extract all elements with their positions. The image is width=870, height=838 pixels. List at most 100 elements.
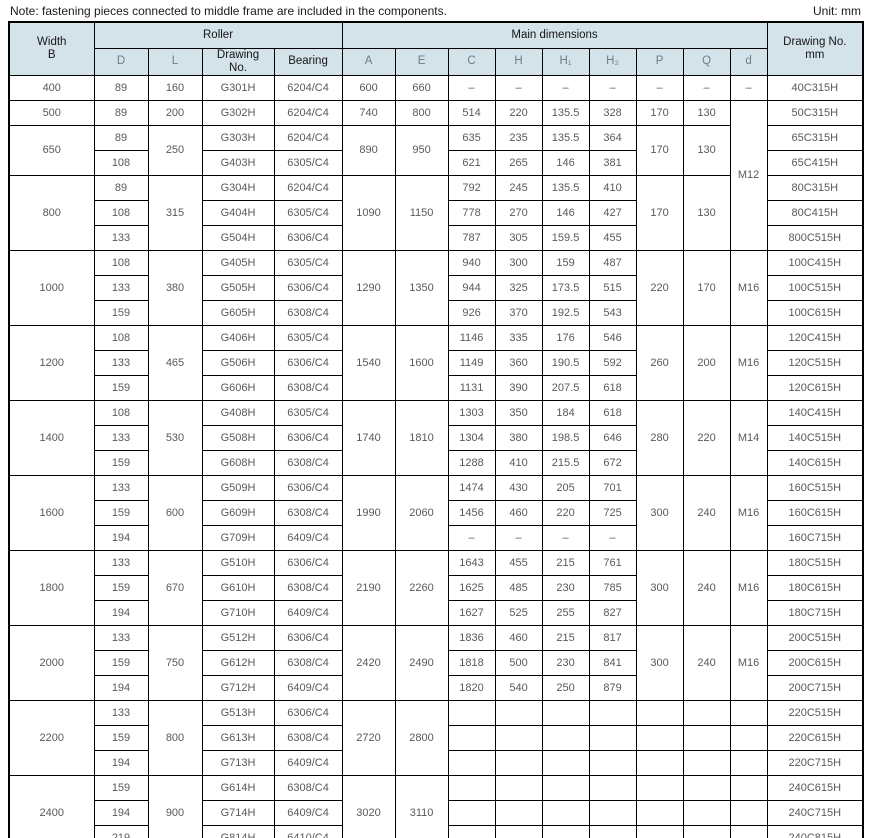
table-cell: 1643 <box>447 549 496 576</box>
table-cell: 2490 <box>394 624 449 701</box>
table-cell: – <box>729 74 768 101</box>
table-row: 2200 133 800 G513H 6306/C4 2720 2800 220C515H <box>8 699 864 776</box>
table-cell: 315 <box>147 174 203 251</box>
table-cell: 190.5 <box>541 349 590 376</box>
table-cell <box>635 824 684 838</box>
table-cell: G710H <box>201 599 275 626</box>
table-cell: 500 <box>494 649 543 676</box>
header-h: H <box>494 48 543 76</box>
table-cell <box>447 774 496 801</box>
table-cell: 240C615H <box>766 774 864 801</box>
table-cell: 817 <box>588 624 637 651</box>
table-cell: 89 <box>93 174 149 201</box>
table-cell: 140C515H <box>766 424 864 451</box>
table-cell: G408H <box>201 399 275 426</box>
table-cell: 160 <box>147 74 203 101</box>
table-cell: 1990 <box>341 474 396 551</box>
table-cell: G609H <box>201 499 275 526</box>
table-cell: 1146 <box>447 324 496 351</box>
table-cell: 364 <box>588 124 637 151</box>
table-cell: 6308/C4 <box>273 574 343 601</box>
table-cell: – <box>447 524 496 551</box>
header-h1: H₁ <box>541 48 590 76</box>
header-d: D <box>93 48 149 76</box>
table-cell: 427 <box>588 199 637 226</box>
spec-table: Width B Roller Main dimensions Drawing N… <box>8 21 865 838</box>
table-cell: 6308/C4 <box>273 449 343 476</box>
table-cell: M16 <box>729 324 768 401</box>
table-cell: G512H <box>201 624 275 651</box>
table-cell: 133 <box>93 699 149 726</box>
table-cell: 900 <box>147 774 203 838</box>
table-cell: 133 <box>93 624 149 651</box>
table-cell: 159 <box>541 249 590 276</box>
table-cell: – <box>494 74 543 101</box>
table-cell: 130 <box>682 124 731 176</box>
table-cell: 89 <box>93 74 149 101</box>
table-row: 133 G508H 6306/C4 1304 380 198.5 646 140C515H <box>9 424 864 451</box>
table-cell: 800 <box>147 699 203 776</box>
table-cell: G301H <box>201 74 275 101</box>
header-h2: H₂ <box>588 48 637 76</box>
table-cell: 646 <box>588 424 637 451</box>
table-cell: 6306/C4 <box>273 349 343 376</box>
table-cell: 100C615H <box>766 299 864 326</box>
table-row: 194 G712H 6409/C4 1820 540 250 879 200C715H <box>9 674 864 701</box>
table-cell: 430 <box>494 474 543 501</box>
table-cell: 194 <box>93 599 149 626</box>
table-cell: 160C615H <box>766 499 864 526</box>
table-cell: G403H <box>201 149 275 176</box>
table-cell: 600 <box>147 474 203 551</box>
table-row: 1600 133 600 G509H 6306/C4 1990 2060 1474 430 205… <box>8 474 864 551</box>
table-cell: 778 <box>447 199 496 226</box>
table-cell: 2260 <box>394 549 449 626</box>
table-cell <box>541 774 590 801</box>
table-cell: 146 <box>541 199 590 226</box>
table-cell: 200C715H <box>766 674 864 701</box>
table-cell: G509H <box>201 474 275 501</box>
table-cell: 1818 <box>447 649 496 676</box>
table-cell: 1800 <box>8 549 95 626</box>
table-row: 1800 133 670 G510H 6306/C4 2190 2260 1643 455 215… <box>8 549 864 626</box>
table-cell: 192.5 <box>541 299 590 326</box>
table-cell: 108 <box>93 324 149 351</box>
table-cell: 170 <box>635 99 684 126</box>
table-cell: 635 <box>447 124 496 151</box>
table-cell: G612H <box>201 649 275 676</box>
table-cell: 6409/C4 <box>273 674 343 701</box>
table-cell: 3020 <box>341 774 396 838</box>
table-cell: 130 <box>682 99 731 126</box>
table-cell: 514 <box>447 99 496 126</box>
table-cell: G605H <box>201 299 275 326</box>
table-cell <box>494 824 543 838</box>
header-d-thread: d <box>729 48 768 76</box>
table-cell: 660 <box>394 74 449 101</box>
table-cell: 6305/C4 <box>273 149 343 176</box>
table-cell: 220 <box>635 249 684 326</box>
table-cell: 841 <box>588 649 637 676</box>
table-cell: 6308/C4 <box>273 724 343 751</box>
table-cell: 6204/C4 <box>273 99 343 126</box>
table-cell: 133 <box>93 349 149 376</box>
table-cell: M16 <box>729 249 768 326</box>
table-cell: G406H <box>201 324 275 351</box>
table-cell: 133 <box>93 274 149 301</box>
table-cell: 120C615H <box>766 374 864 401</box>
table-cell <box>494 699 543 726</box>
table-cell: 6306/C4 <box>273 699 343 726</box>
table-cell: 194 <box>93 799 149 826</box>
table-cell: 265 <box>494 149 543 176</box>
table-cell: 2060 <box>394 474 449 551</box>
table-row: 2400 159 900 G614H 6308/C4 3020 3110 240C615H <box>8 774 864 838</box>
table-cell: G505H <box>201 274 275 301</box>
table-cell: 2400 <box>8 774 95 838</box>
table-cell: 120C515H <box>766 349 864 376</box>
table-cell: 940 <box>447 249 496 276</box>
table-cell: 80C315H <box>766 174 864 201</box>
table-cell: 6409/C4 <box>273 524 343 551</box>
table-cell: 6204/C4 <box>273 74 343 101</box>
table-cell: 200 <box>682 324 731 401</box>
table-cell: 140C415H <box>766 399 864 426</box>
table-cell: 670 <box>147 549 203 626</box>
table-cell: 160C715H <box>766 524 864 551</box>
